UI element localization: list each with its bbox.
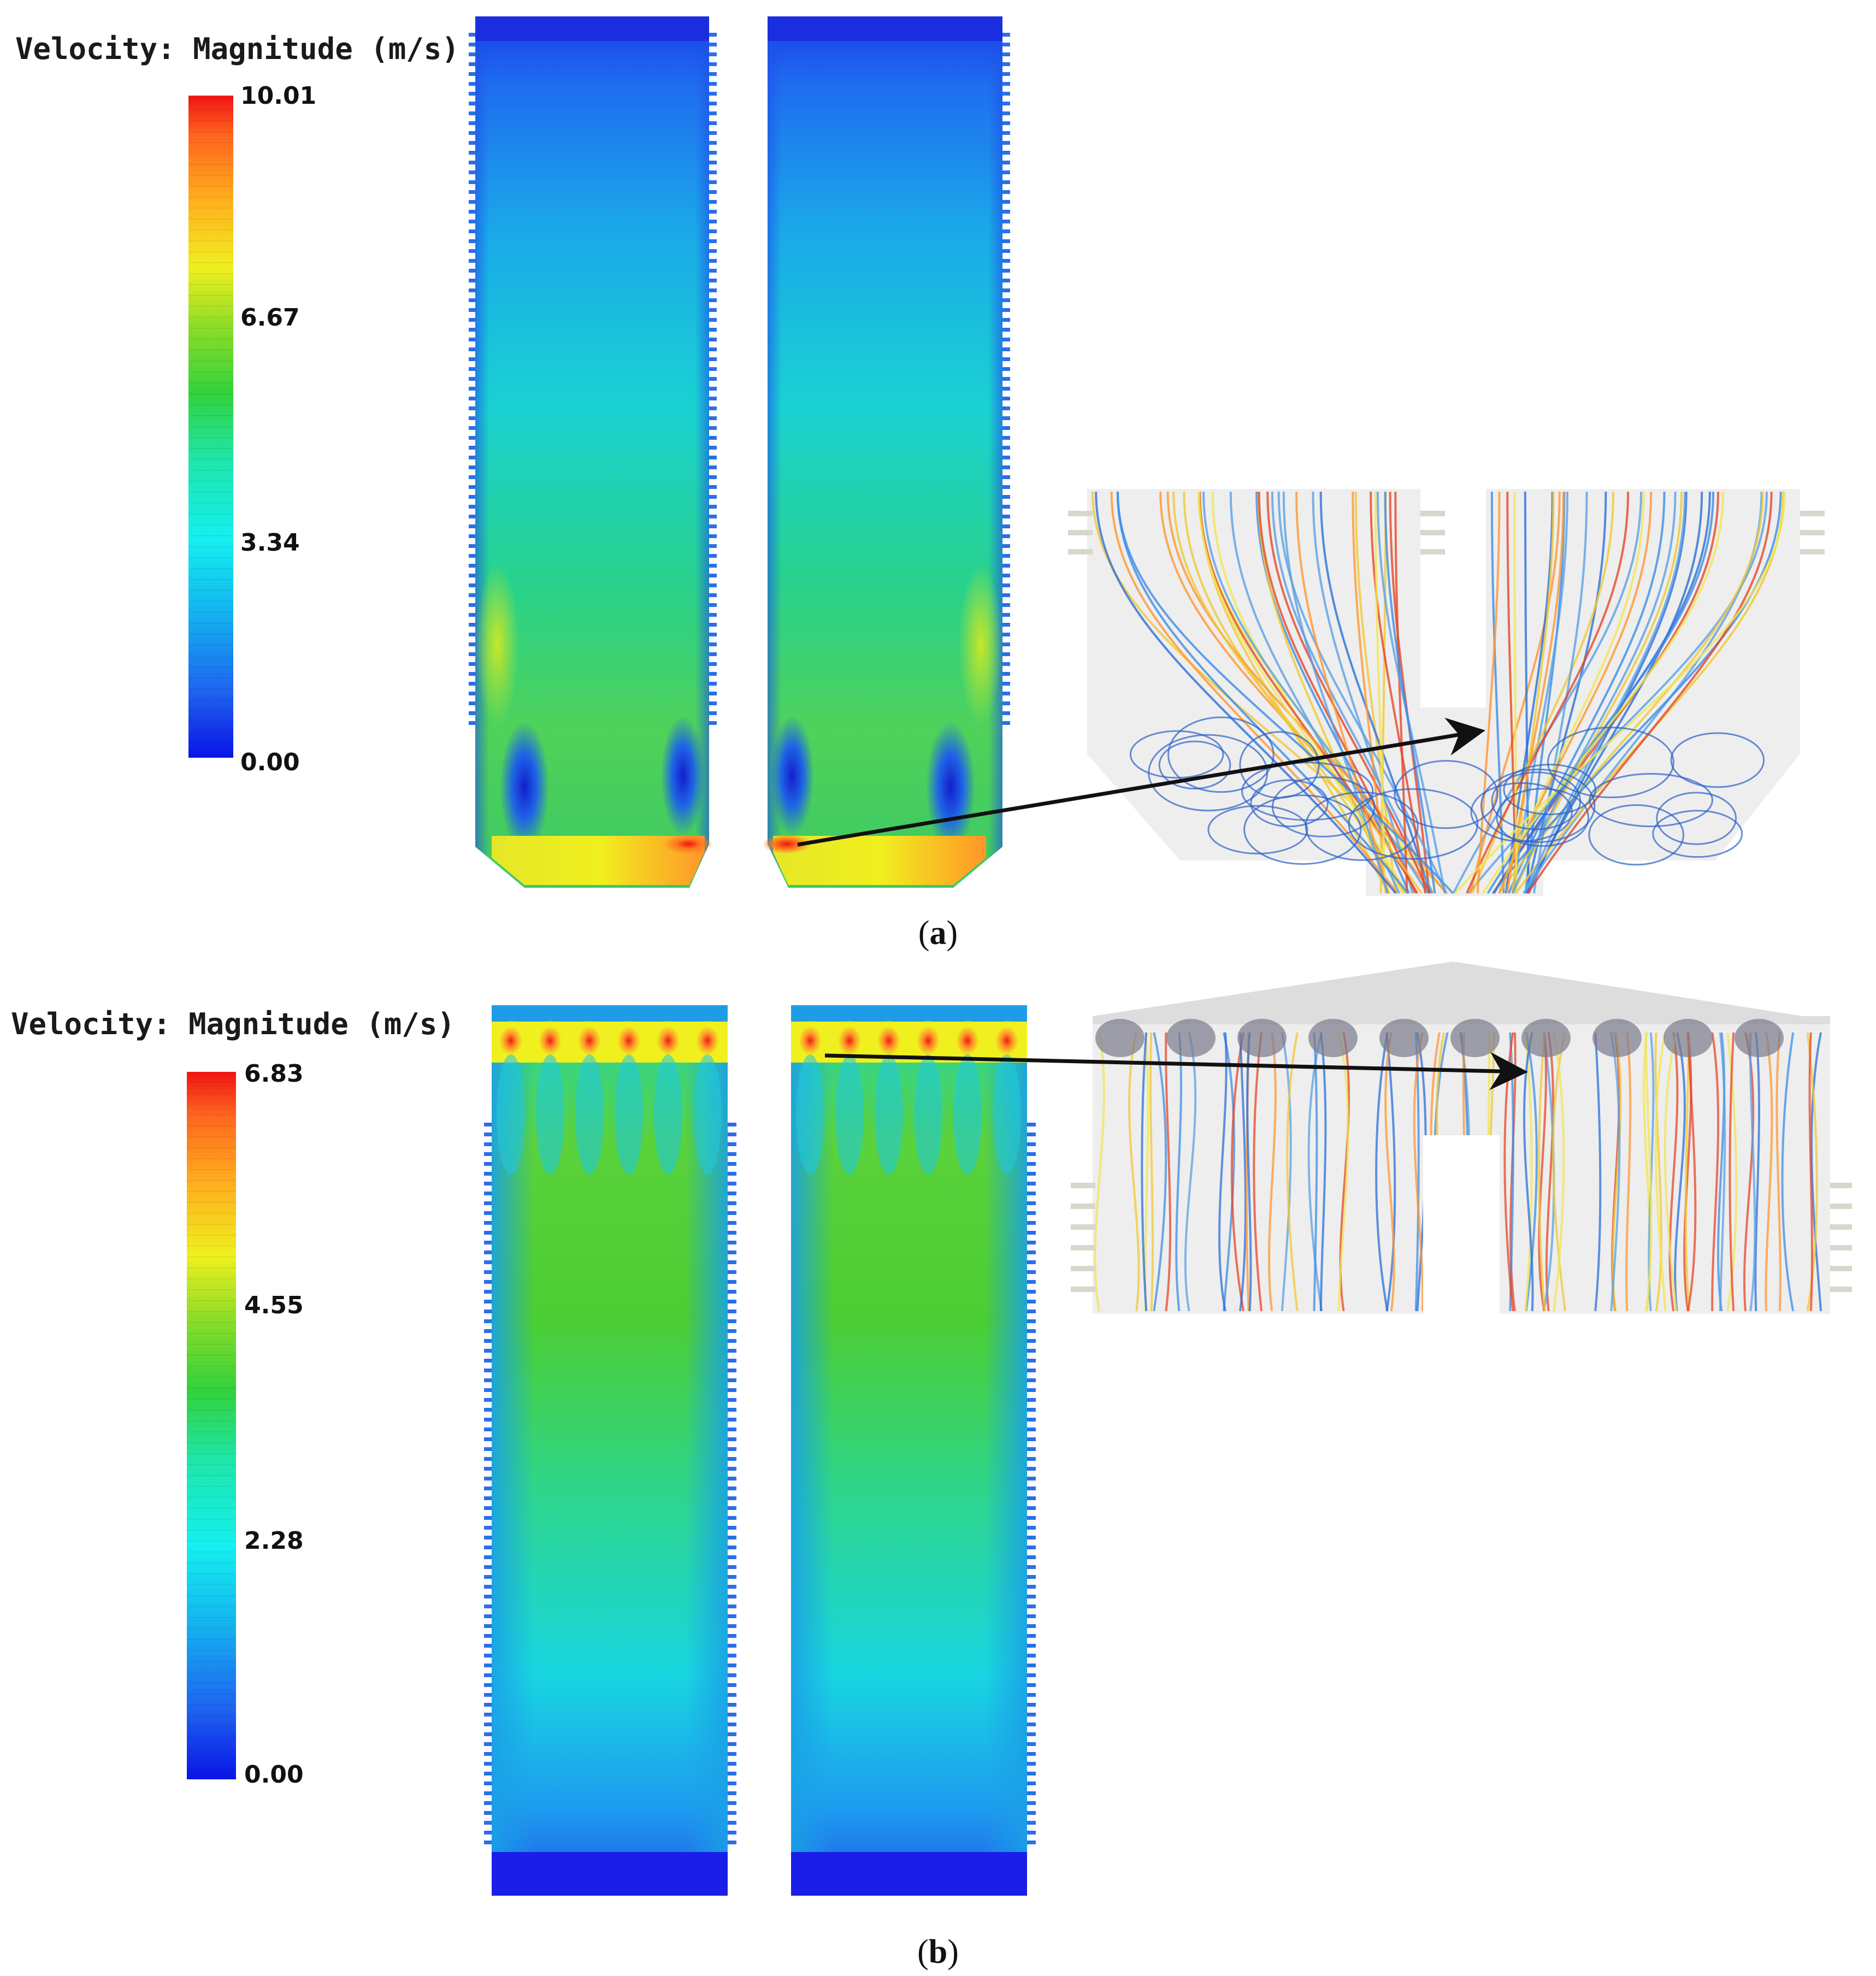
caption-a: (a): [918, 915, 958, 952]
contour-duct-a-right: [762, 16, 1010, 888]
colorbar-a-tick-3: 3.34: [240, 529, 300, 557]
colorbar-b-tick-min: 0.00: [244, 1761, 304, 1789]
panel-b: Velocity: Magnitude (m/s) 6.83 4.55 2.28…: [11, 962, 1852, 1971]
contour-duct-b-left: [484, 1005, 736, 1896]
caption-b: (b): [917, 1933, 959, 1971]
colorbar-a-tick-2: 6.67: [240, 304, 300, 332]
connector-arrow-b: [824, 1052, 1528, 1090]
colorbar-a-tick-max: 10.01: [240, 82, 316, 110]
colorbar-a: [188, 96, 233, 758]
colorbar-b-tick-2: 4.55: [244, 1291, 304, 1319]
colorbar-b-tick-3: 2.28: [244, 1527, 304, 1555]
legend-title-a: Velocity: Magnitude (m/s): [15, 32, 459, 66]
legend-title-b: Velocity: Magnitude (m/s): [11, 1007, 455, 1041]
panel-a: Velocity: Magnitude (m/s) 10.01 6.67 3.3…: [15, 16, 1825, 952]
colorbar-b: [187, 1072, 236, 1779]
contour-duct-a-left: [469, 16, 717, 888]
contour-duct-b-right: [791, 1005, 1036, 1896]
colorbar-a-tick-min: 0.00: [240, 748, 300, 776]
streamline-inset-a: [1068, 489, 1825, 896]
connector-arrow-a: [797, 717, 1485, 847]
colorbar-b-tick-max: 6.83: [244, 1060, 304, 1088]
streamline-inset-b: [1071, 962, 1852, 1314]
